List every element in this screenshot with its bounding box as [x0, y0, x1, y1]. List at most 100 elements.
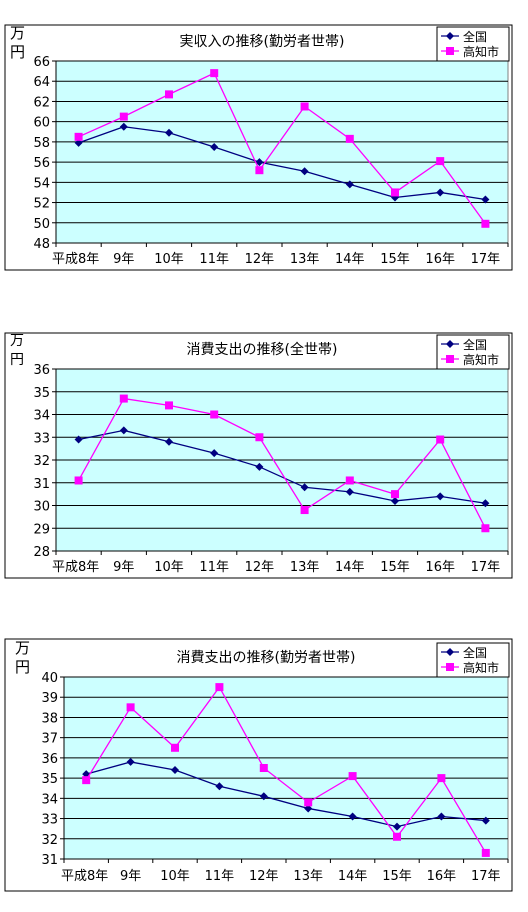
y-axis-unit: 万: [10, 333, 24, 349]
data-point: [210, 142, 219, 151]
x-tick-label: 9年: [113, 252, 134, 267]
data-point: [481, 848, 490, 857]
data-point: [304, 798, 313, 807]
y-tick-label: 36: [41, 752, 58, 767]
x-tick-label: 16年: [425, 560, 455, 575]
legend-label: 高知市: [463, 660, 499, 675]
y-tick-label: 35: [33, 386, 50, 401]
legend-marker: [446, 32, 454, 40]
data-point: [210, 410, 219, 419]
data-point: [82, 776, 91, 785]
data-point: [255, 166, 264, 175]
data-point: [300, 483, 309, 492]
data-point: [436, 157, 445, 166]
data-point: [165, 128, 173, 137]
y-tick-label: 36: [33, 363, 50, 378]
x-tick-label: 13年: [290, 252, 320, 267]
y-tick-label: 39: [41, 691, 58, 706]
data-point: [345, 180, 354, 189]
x-tick-label: 15年: [380, 252, 410, 267]
data-point: [215, 683, 224, 692]
plot-area: [63, 676, 509, 860]
x-tick-label: 12年: [249, 869, 279, 884]
y-axis-unit: 円: [10, 352, 24, 368]
data-point: [481, 195, 490, 204]
y-tick-label: 64: [33, 75, 50, 90]
data-point: [165, 437, 173, 446]
legend: [436, 334, 510, 370]
x-tick-label: 16年: [427, 869, 457, 884]
legend: [436, 26, 510, 62]
legend-label: 全国: [463, 29, 487, 44]
chart-title: 実収入の推移(勤労者世帯): [180, 34, 345, 50]
data-point: [126, 757, 135, 766]
data-point: [345, 476, 354, 485]
data-point: [74, 132, 83, 141]
x-tick-label: 平成8年: [52, 252, 99, 267]
y-tick-label: 33: [41, 813, 58, 828]
legend-label: 高知市: [463, 44, 499, 59]
x-tick-label: 10年: [154, 252, 184, 267]
y-axis-unit: 円: [10, 43, 25, 61]
data-point: [210, 69, 219, 78]
legend: [436, 642, 510, 678]
legend-marker: [446, 47, 454, 55]
data-point: [74, 476, 83, 485]
data-point: [74, 435, 83, 444]
x-tick-label: 15年: [380, 560, 410, 575]
data-point: [259, 764, 268, 772]
y-tick-label: 50: [33, 217, 50, 232]
data-point: [391, 496, 399, 505]
legend-label: 高知市: [463, 352, 499, 367]
chart-real-income: 48 50 52 54 56 58 60 62 64 66 平成8年 9年 10年 11年 12年 13年 14…: [4, 24, 513, 271]
y-tick-label: 52: [33, 197, 50, 212]
y-tick-label: 48: [33, 237, 50, 252]
y-tick-label: 60: [33, 116, 50, 131]
data-point: [436, 188, 445, 197]
chart-title: 消費支出の推移(全世帯): [187, 341, 338, 358]
data-point: [119, 112, 128, 121]
y-tick-label: 54: [33, 176, 50, 191]
data-point: [436, 492, 445, 501]
x-tick-label: 12年: [245, 252, 275, 267]
data-point: [481, 499, 490, 508]
y-tick-label: 62: [33, 95, 50, 110]
data-point: [171, 766, 179, 775]
data-point: [300, 506, 309, 515]
y-axis-unit: 万: [10, 24, 25, 42]
data-point: [481, 524, 490, 533]
chart-consumption-worker-households: 31 32 33 34 35 36 37 38 39 40 平成8年 9年 10年 11年 12年 13年 14…: [4, 638, 513, 892]
data-point: [165, 90, 173, 99]
y-tick-label: 58: [33, 136, 50, 151]
plot-area: [55, 60, 509, 244]
y-tick-label: 37: [41, 732, 58, 747]
data-point: [74, 138, 83, 147]
y-tick-label: 38: [41, 711, 58, 726]
x-tick-label: 9年: [113, 560, 134, 575]
series-line: [78, 397, 486, 529]
x-tick-label: 平成8年: [52, 560, 99, 575]
legend-label: 全国: [463, 337, 487, 352]
x-tick-label: 9年: [120, 869, 141, 884]
data-point: [436, 435, 445, 444]
data-point: [255, 433, 264, 442]
x-tick-label: 10年: [154, 560, 184, 575]
data-point: [437, 812, 446, 821]
y-tick-label: 32: [33, 454, 50, 469]
y-axis-unit: 円: [15, 658, 30, 676]
y-tick-label: 32: [41, 833, 58, 848]
data-point: [481, 816, 490, 825]
x-tick-label: 17年: [471, 252, 501, 267]
data-point: [215, 782, 224, 791]
x-tick-label: 10年: [160, 869, 190, 884]
legend-marker: [446, 355, 454, 363]
y-tick-label: 40: [41, 671, 58, 686]
series-line: [78, 72, 486, 225]
data-point: [393, 822, 401, 831]
data-point: [255, 158, 264, 167]
data-point: [119, 122, 128, 131]
data-point: [171, 743, 179, 752]
data-point: [348, 812, 357, 821]
series-line: [85, 685, 487, 854]
y-tick-label: 30: [33, 500, 50, 515]
